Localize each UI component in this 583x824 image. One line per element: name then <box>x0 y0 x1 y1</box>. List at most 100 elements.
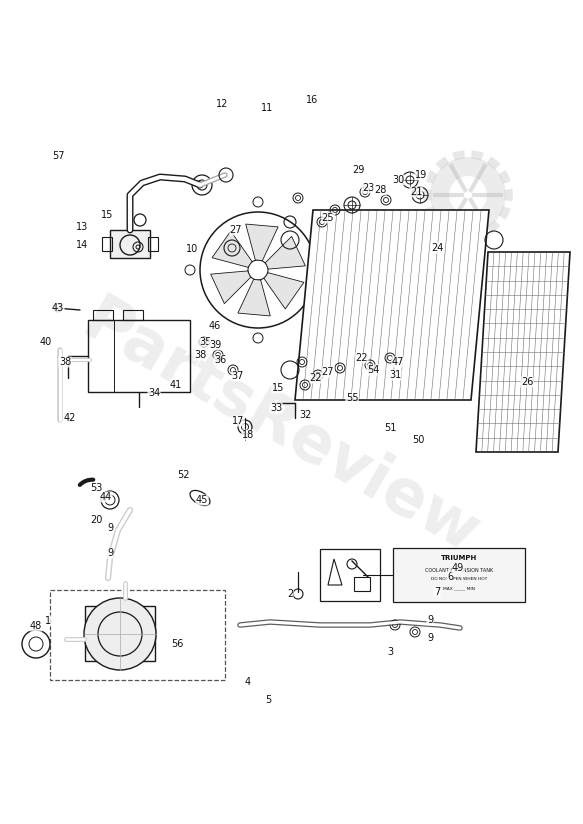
Text: 9: 9 <box>427 633 433 643</box>
Text: 38: 38 <box>59 357 71 367</box>
Text: 39: 39 <box>209 340 221 350</box>
Text: 36: 36 <box>214 355 226 365</box>
Polygon shape <box>264 273 304 309</box>
Text: 23: 23 <box>362 183 374 193</box>
Text: 15: 15 <box>272 383 284 393</box>
Text: 33: 33 <box>270 403 282 413</box>
Text: 31: 31 <box>389 370 401 380</box>
Text: TRIUMPH: TRIUMPH <box>441 555 477 561</box>
Text: 12: 12 <box>216 99 228 109</box>
Wedge shape <box>452 150 465 161</box>
Text: 3: 3 <box>387 647 393 657</box>
Polygon shape <box>476 252 570 452</box>
Text: 55: 55 <box>346 393 358 403</box>
Text: 35: 35 <box>199 337 211 347</box>
Text: 46: 46 <box>209 321 221 331</box>
Circle shape <box>449 176 487 214</box>
Wedge shape <box>471 150 484 161</box>
Bar <box>354 577 370 591</box>
Text: 16: 16 <box>306 95 318 105</box>
Text: 4: 4 <box>245 677 251 687</box>
Text: 48: 48 <box>30 621 42 631</box>
Text: 38: 38 <box>194 350 206 360</box>
Polygon shape <box>295 210 489 400</box>
Bar <box>93 310 113 320</box>
Text: 21: 21 <box>410 187 422 197</box>
Wedge shape <box>487 220 501 234</box>
Text: 57: 57 <box>52 151 64 161</box>
Text: 52: 52 <box>177 470 189 480</box>
Wedge shape <box>487 157 501 170</box>
Text: 20: 20 <box>90 515 102 525</box>
Text: 56: 56 <box>171 639 183 649</box>
Polygon shape <box>212 231 252 267</box>
Text: 22: 22 <box>356 353 368 363</box>
Wedge shape <box>498 170 511 184</box>
Wedge shape <box>425 206 438 220</box>
Text: 41: 41 <box>170 380 182 390</box>
Bar <box>148 237 158 251</box>
Text: PartsReview: PartsReview <box>71 290 489 567</box>
Text: 22: 22 <box>310 373 322 383</box>
Bar <box>123 310 143 320</box>
Text: 26: 26 <box>521 377 533 387</box>
Text: 5: 5 <box>265 695 271 705</box>
Wedge shape <box>452 229 465 240</box>
Text: 28: 28 <box>374 185 386 195</box>
Bar <box>393 548 525 602</box>
Wedge shape <box>471 229 484 240</box>
Text: COOLANT EXPANSION TANK: COOLANT EXPANSION TANK <box>425 568 493 573</box>
Text: DO NOT OPEN WHEN HOT: DO NOT OPEN WHEN HOT <box>431 577 487 581</box>
Bar <box>85 606 155 661</box>
Text: 13: 13 <box>76 222 88 232</box>
Text: 30: 30 <box>392 175 404 185</box>
Bar <box>88 320 190 392</box>
Text: 7: 7 <box>434 587 440 597</box>
Text: 32: 32 <box>299 410 311 420</box>
Wedge shape <box>504 189 513 201</box>
Text: 1: 1 <box>45 616 51 626</box>
Text: 34: 34 <box>148 388 160 398</box>
Text: 50: 50 <box>412 435 424 445</box>
Text: 9: 9 <box>107 523 113 533</box>
Text: 25: 25 <box>322 213 334 223</box>
Polygon shape <box>245 224 278 260</box>
Text: 24: 24 <box>431 243 443 253</box>
Text: 51: 51 <box>384 423 396 433</box>
Text: 42: 42 <box>64 413 76 423</box>
Text: 53: 53 <box>90 483 102 493</box>
Text: 17: 17 <box>232 416 244 426</box>
Text: 29: 29 <box>352 165 364 175</box>
Text: 15: 15 <box>101 210 113 220</box>
Text: 9: 9 <box>107 548 113 558</box>
Text: 9: 9 <box>427 615 433 625</box>
Text: 18: 18 <box>242 430 254 440</box>
Circle shape <box>84 598 156 670</box>
Text: 37: 37 <box>232 371 244 381</box>
Text: 27: 27 <box>230 225 243 235</box>
Wedge shape <box>423 189 432 201</box>
Text: 40: 40 <box>40 337 52 347</box>
Bar <box>102 237 112 251</box>
Bar <box>110 230 150 258</box>
Polygon shape <box>210 271 251 303</box>
Text: 44: 44 <box>100 492 112 502</box>
Text: 47: 47 <box>392 357 404 367</box>
Text: 10: 10 <box>186 244 198 254</box>
Text: 27: 27 <box>322 367 334 377</box>
Polygon shape <box>265 236 305 269</box>
Text: 43: 43 <box>52 303 64 313</box>
Wedge shape <box>498 206 511 220</box>
Text: 14: 14 <box>76 240 88 250</box>
Wedge shape <box>425 170 438 184</box>
Text: 54: 54 <box>367 365 379 375</box>
Wedge shape <box>436 220 449 234</box>
Bar <box>320 549 380 601</box>
Wedge shape <box>436 157 449 170</box>
Text: 45: 45 <box>196 495 208 505</box>
Bar <box>50 590 225 680</box>
Text: 2: 2 <box>287 589 293 599</box>
Polygon shape <box>238 279 271 316</box>
Circle shape <box>430 157 506 233</box>
Text: 11: 11 <box>261 103 273 113</box>
